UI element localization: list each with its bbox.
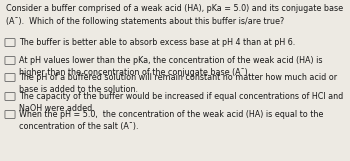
FancyBboxPatch shape bbox=[5, 74, 15, 81]
Text: The capacity of the buffer would be increased if equal concentrations of HCl and: The capacity of the buffer would be incr… bbox=[19, 92, 343, 113]
FancyBboxPatch shape bbox=[5, 38, 15, 47]
Text: The buffer is better able to absorb excess base at pH 4 than at pH 6.: The buffer is better able to absorb exce… bbox=[19, 38, 295, 47]
Text: The pH of a buffered solution will remain constant no matter how much acid or
ba: The pH of a buffered solution will remai… bbox=[19, 73, 337, 94]
FancyBboxPatch shape bbox=[5, 93, 15, 100]
Text: Consider a buffer comprised of a weak acid (HA), pKa = 5.0) and its conjugate ba: Consider a buffer comprised of a weak ac… bbox=[6, 4, 343, 25]
Text: When the pH = 5.0,  the concentration of the weak acid (HA) is equal to the
conc: When the pH = 5.0, the concentration of … bbox=[19, 110, 323, 131]
Text: At pH values lower than the pKa, the concentration of the weak acid (HA) is
high: At pH values lower than the pKa, the con… bbox=[19, 56, 322, 77]
FancyBboxPatch shape bbox=[5, 110, 15, 118]
FancyBboxPatch shape bbox=[5, 57, 15, 65]
